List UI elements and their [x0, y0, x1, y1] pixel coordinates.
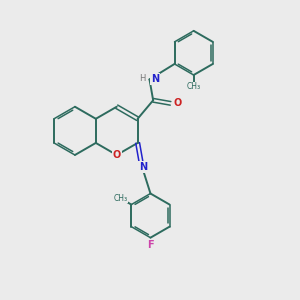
Text: N: N: [139, 162, 147, 172]
Text: F: F: [147, 240, 154, 250]
Text: N: N: [151, 74, 159, 84]
Text: H: H: [139, 74, 145, 83]
Text: CH₃: CH₃: [187, 82, 201, 91]
Text: O: O: [112, 150, 121, 160]
Text: CH₃: CH₃: [114, 194, 128, 203]
Text: O: O: [173, 98, 182, 108]
